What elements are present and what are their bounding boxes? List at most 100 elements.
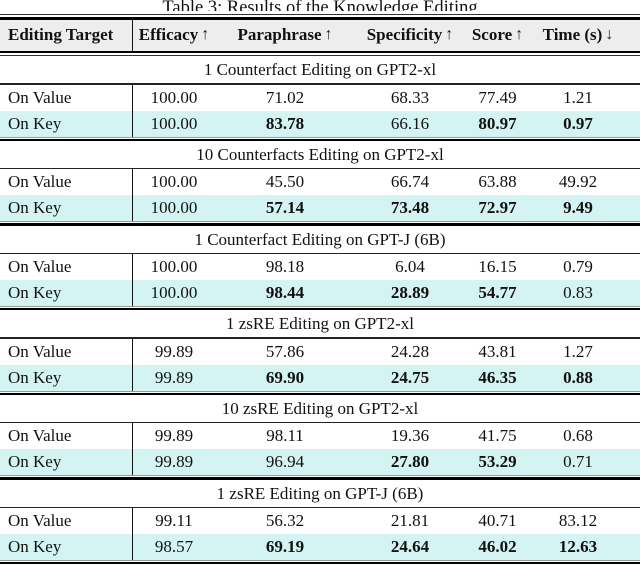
- value-cell: 99.89: [154, 341, 194, 361]
- value-cell: 69.19: [265, 537, 305, 557]
- value-cell: 1.21: [563, 87, 593, 107]
- section-title: 10 zsRE Editing on GPT2-xl: [221, 398, 419, 418]
- value-cell: 54.77: [478, 283, 517, 303]
- table-row: On Value 100.00 71.02 68.33 77.49 1.21: [0, 84, 640, 111]
- row-label: On Value: [0, 423, 133, 450]
- value-cell: 57.86: [265, 341, 305, 361]
- value-cell: 100.00: [150, 113, 198, 133]
- value-cell: 6.04: [395, 257, 425, 277]
- section-bottom-rule-thin: [0, 221, 640, 223]
- value-cell: 99.89: [154, 452, 194, 472]
- table-row: On Key 98.57 69.19 24.64 46.02 12.63: [0, 534, 640, 561]
- section-title: 1 zsRE Editing on GPT-J (6B): [216, 483, 424, 503]
- value-cell: 98.44: [265, 283, 305, 303]
- section-title-rule: [0, 167, 640, 170]
- value-cell: 99.11: [155, 511, 193, 531]
- section-bottom-rule-thick: [0, 392, 640, 395]
- top-rule-thin: [0, 14, 640, 16]
- row-label: On Value: [0, 254, 133, 281]
- table-row: On Key 100.00 98.44 28.89 54.77 0.83: [0, 280, 640, 307]
- up-arrow-icon: ↑: [201, 26, 210, 44]
- row-label: On Value: [0, 84, 133, 111]
- section-bottom-rule-thick: [0, 562, 640, 565]
- header-paraphrase-label: Paraphrase: [237, 25, 322, 45]
- table-caption-text: Table 3: Results of the Knowledge Editin…: [162, 0, 478, 11]
- value-cell: 24.28: [390, 341, 430, 361]
- section-bottom-rule-thin: [0, 560, 640, 562]
- value-cell: 83.78: [265, 113, 305, 133]
- section-title-rule: [0, 506, 640, 509]
- value-cell: 72.97: [478, 198, 517, 218]
- value-cell: 100.00: [150, 198, 198, 218]
- down-arrow-icon: ↓: [605, 26, 614, 44]
- header-bottom-rule-thick: [0, 50, 640, 53]
- header-specificity: Specificity ↑: [355, 20, 465, 51]
- section-bottom-rule-thick: [0, 138, 640, 141]
- section-title: 1 Counterfact Editing on GPT-J (6B): [194, 229, 446, 249]
- section-title-rule: [0, 421, 640, 424]
- table-row: On Value 99.89 98.11 19.36 41.75 0.68: [0, 423, 640, 450]
- row-label: On Key: [0, 534, 133, 561]
- value-cell: 46.35: [478, 367, 517, 387]
- section-bottom-rule-thin: [0, 390, 640, 392]
- table-row: On Key 100.00 57.14 73.48 72.97 9.49: [0, 195, 640, 222]
- row-label: On Value: [0, 508, 133, 535]
- table-row: On Value 99.89 57.86 24.28 43.81 1.27: [0, 338, 640, 365]
- value-cell: 24.75: [390, 367, 430, 387]
- value-cell: 0.71: [563, 452, 593, 472]
- value-cell: 100.00: [150, 257, 198, 277]
- section-bottom-rule-thin: [0, 136, 640, 138]
- header-time-label: Time (s): [542, 25, 603, 45]
- value-cell: 27.80: [390, 452, 430, 472]
- header-paraphrase: Paraphrase ↑: [215, 20, 355, 51]
- header-score: Score ↑: [465, 20, 530, 51]
- value-cell: 0.83: [563, 283, 593, 303]
- section-bottom-rule-thick: [0, 477, 640, 480]
- row-label: On Key: [0, 364, 133, 391]
- value-cell: 53.29: [478, 452, 517, 472]
- value-cell: 0.88: [563, 367, 593, 387]
- header-efficacy-label: Efficacy: [138, 25, 199, 45]
- section-bottom-rule-thin: [0, 306, 640, 308]
- value-cell: 1.27: [563, 341, 593, 361]
- value-cell: 46.02: [478, 537, 517, 557]
- section-bottom-rule-thick: [0, 223, 640, 226]
- table-row: On Value 100.00 45.50 66.74 63.88 49.92: [0, 169, 640, 196]
- value-cell: 66.16: [390, 113, 430, 133]
- section-bottom-rule-thin: [0, 475, 640, 477]
- value-cell: 98.11: [266, 426, 304, 446]
- row-label: On Key: [0, 449, 133, 476]
- table-row: On Value 100.00 98.18 6.04 16.15 0.79: [0, 254, 640, 281]
- value-cell: 21.81: [390, 511, 430, 531]
- value-cell: 45.50: [265, 172, 305, 192]
- value-cell: 43.81: [478, 341, 517, 361]
- table-row: On Key 100.00 83.78 66.16 80.97 0.97: [0, 110, 640, 137]
- value-cell: 28.89: [390, 283, 430, 303]
- value-cell: 99.89: [154, 426, 194, 446]
- value-cell: 9.49: [563, 198, 593, 218]
- section-title: 10 Counterfacts Editing on GPT2-xl: [196, 144, 444, 164]
- value-cell: 98.57: [154, 537, 194, 557]
- header-score-label: Score: [471, 25, 513, 45]
- table-row: On Key 99.89 96.94 27.80 53.29 0.71: [0, 449, 640, 476]
- value-cell: 69.90: [265, 367, 305, 387]
- value-cell: 56.32: [265, 511, 305, 531]
- up-arrow-icon: ↑: [324, 26, 333, 44]
- table-caption-clipped: Table 3: Results of the Knowledge Editin…: [0, 0, 640, 11]
- value-cell: 57.14: [265, 198, 305, 218]
- value-cell: 0.97: [563, 113, 593, 133]
- value-cell: 80.97: [478, 113, 517, 133]
- value-cell: 40.71: [478, 511, 517, 531]
- value-cell: 66.74: [390, 172, 430, 192]
- value-cell: 83.12: [558, 511, 598, 531]
- up-arrow-icon: ↑: [515, 26, 524, 44]
- section-title-rule: [0, 252, 640, 255]
- table-row: On Value 99.11 56.32 21.81 40.71 83.12: [0, 508, 640, 535]
- section-bottom-rule-thick: [0, 308, 640, 311]
- header-bottom-rule-thin: [0, 54, 640, 57]
- header-efficacy: Efficacy ↑: [133, 20, 215, 51]
- value-cell: 99.89: [154, 367, 194, 387]
- value-cell: 68.33: [390, 87, 430, 107]
- top-rule-thick: [0, 17, 640, 20]
